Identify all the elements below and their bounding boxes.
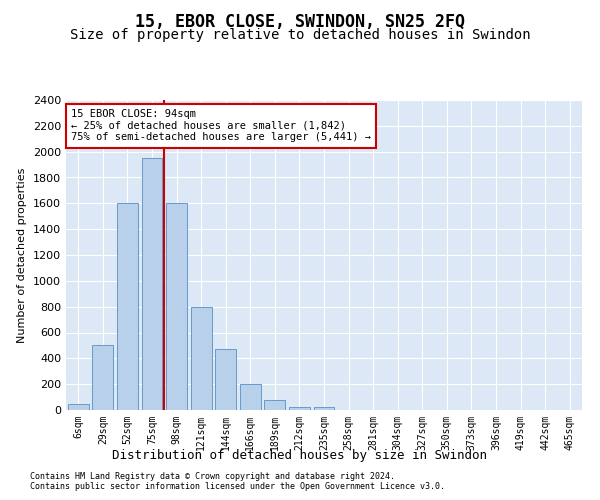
Bar xyxy=(92,346,113,410)
Bar xyxy=(142,158,163,410)
Bar xyxy=(166,204,187,410)
Bar xyxy=(314,408,334,410)
Bar xyxy=(215,350,236,410)
Text: Contains HM Land Registry data © Crown copyright and database right 2024.: Contains HM Land Registry data © Crown c… xyxy=(30,472,395,481)
Text: 15, EBOR CLOSE, SWINDON, SN25 2FQ: 15, EBOR CLOSE, SWINDON, SN25 2FQ xyxy=(135,12,465,30)
Text: Size of property relative to detached houses in Swindon: Size of property relative to detached ho… xyxy=(70,28,530,42)
Y-axis label: Number of detached properties: Number of detached properties xyxy=(17,168,28,342)
Bar xyxy=(117,204,138,410)
Bar xyxy=(289,407,310,410)
Bar xyxy=(265,400,286,410)
Text: 15 EBOR CLOSE: 94sqm
← 25% of detached houses are smaller (1,842)
75% of semi-de: 15 EBOR CLOSE: 94sqm ← 25% of detached h… xyxy=(71,110,371,142)
Bar xyxy=(68,404,89,410)
Bar xyxy=(240,384,261,410)
Bar xyxy=(191,306,212,410)
Text: Distribution of detached houses by size in Swindon: Distribution of detached houses by size … xyxy=(113,448,487,462)
Text: Contains public sector information licensed under the Open Government Licence v3: Contains public sector information licen… xyxy=(30,482,445,491)
